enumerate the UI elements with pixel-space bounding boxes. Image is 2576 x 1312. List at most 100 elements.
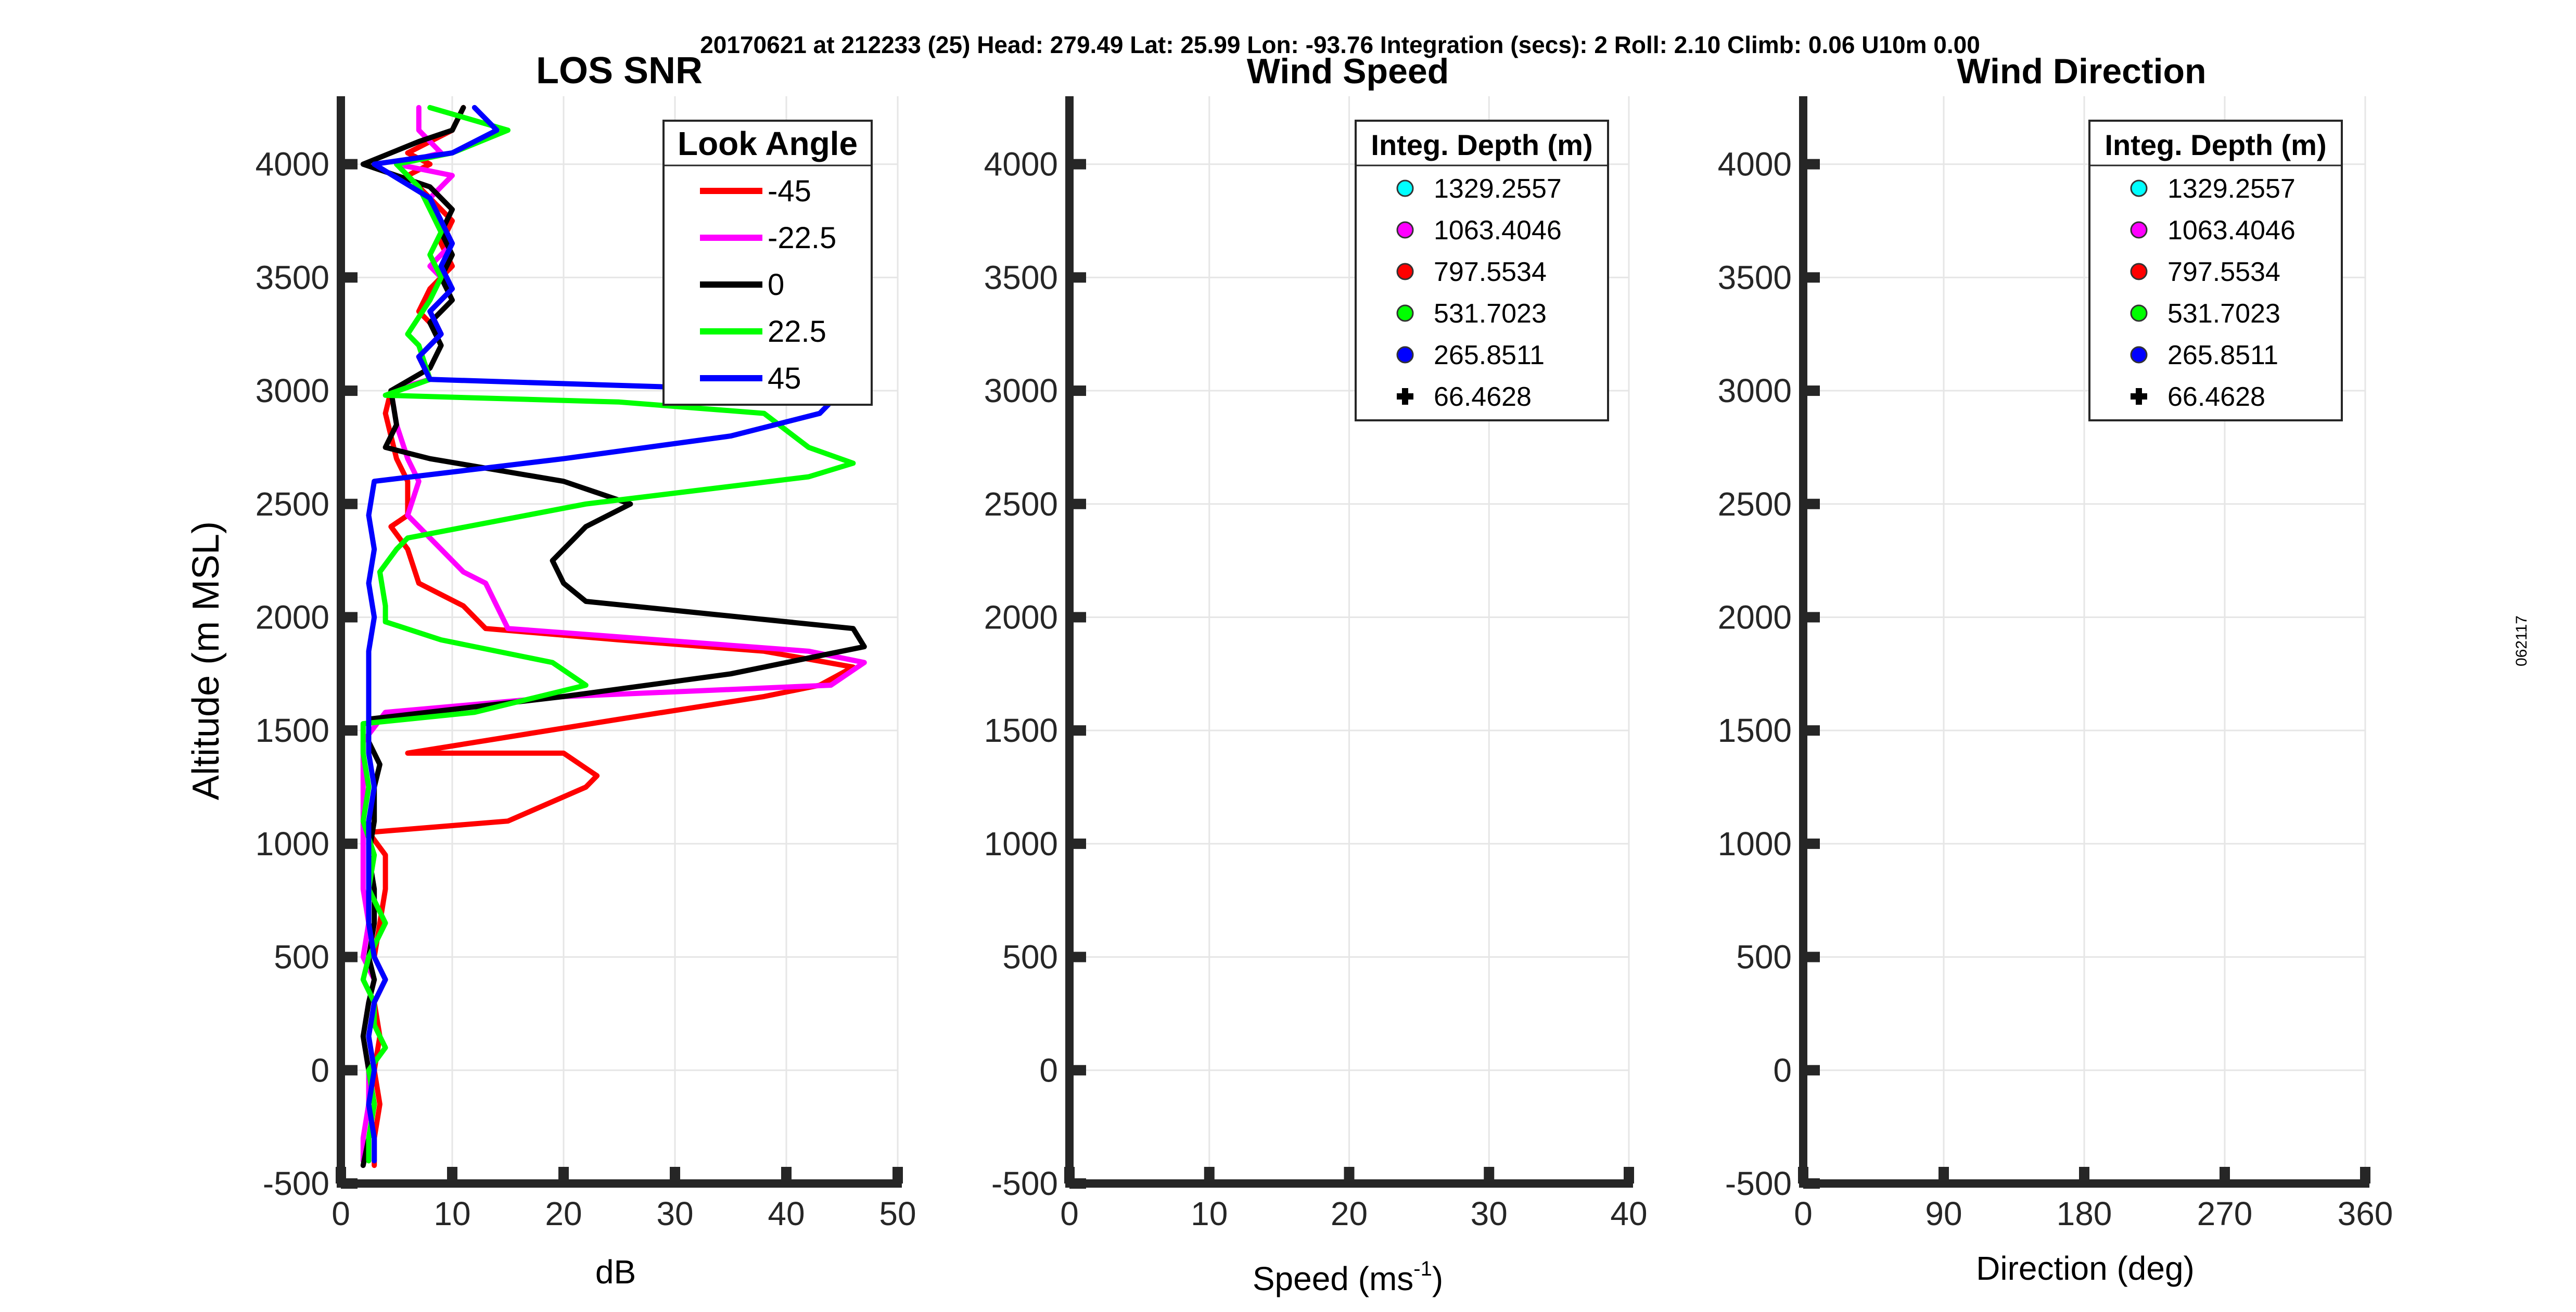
panel-wind-direction: Wind Direction 0 90 180 270 360 -50005001000… xyxy=(1718,52,2393,1287)
y-tick-mark xyxy=(341,1178,358,1189)
x-tick-label: 30 xyxy=(656,1195,693,1232)
chart-title: Wind Speed xyxy=(1247,52,1449,91)
y-tick-mark xyxy=(1069,385,1086,396)
x-tick-mark xyxy=(1484,1167,1495,1184)
y-tick-label: -500 xyxy=(1725,1165,1792,1202)
y-tick-labels: -500 0 500 1000 1500 2000 2500 3000 3500 4000 xyxy=(1718,146,1792,1202)
legend-entry-label: -22.5 xyxy=(768,221,836,255)
y-tick-mark xyxy=(341,1065,358,1076)
legend-look-angle: Look Angle -45 -22.5 0 22.5 45 xyxy=(662,120,873,406)
x-tick-mark xyxy=(1344,1167,1355,1184)
y-tick-mark xyxy=(341,498,358,509)
x-tick-mark xyxy=(892,1167,903,1184)
x-tick-label: 180 xyxy=(2057,1195,2112,1232)
legend-entry-label: 66.4628 xyxy=(1434,382,1532,412)
series-group xyxy=(360,105,867,1168)
x-tick-label: 20 xyxy=(1331,1195,1368,1232)
x-tick-label: 10 xyxy=(433,1195,470,1232)
y-tick-label: 1500 xyxy=(984,712,1058,749)
legend-entry-label: 0 xyxy=(768,268,784,302)
legend-entry-label: 45 xyxy=(768,362,801,395)
x-tick-labels: 0 10 20 30 40 xyxy=(1060,1195,1647,1232)
x-axis-label: Direction (deg) xyxy=(1976,1250,2195,1287)
y-tick-mark xyxy=(1069,612,1086,623)
y-tick-label: 2500 xyxy=(256,485,329,523)
y-tick-mark xyxy=(1069,951,1086,962)
y-tick-mark xyxy=(1069,1065,1086,1076)
y-tick-mark xyxy=(1803,838,1820,849)
y-tick-label: 1000 xyxy=(1718,825,1792,863)
legend-marker-plus xyxy=(1397,388,1413,405)
y-tick-label: 4000 xyxy=(984,146,1058,183)
panel-los-snr: LOS SNR 0 10 20 30 40 50 -5000500100015002000… xyxy=(185,50,916,1291)
y-tick-label: 4000 xyxy=(256,146,329,183)
x-tick-mark xyxy=(1624,1167,1634,1184)
legend-entry-label: 531.7023 xyxy=(2167,299,2280,329)
y-tick-mark xyxy=(341,612,358,623)
legend-entry-label: 797.5534 xyxy=(1434,257,1547,287)
y-tick-mark xyxy=(1069,1178,1086,1189)
legend-marker-circle xyxy=(2130,346,2148,364)
y-tick-label: 0 xyxy=(311,1051,329,1089)
y-tick-mark xyxy=(1803,1178,1820,1189)
y-tick-mark xyxy=(1069,272,1086,283)
legend-title: Look Angle xyxy=(678,125,858,162)
legend-entry-label: 66.4628 xyxy=(2167,382,2265,412)
y-tick-label: 2000 xyxy=(1718,598,1792,636)
legend-integ-depth: Integ. Depth (m) 1329.2557 1063.4046 797.55… xyxy=(2088,120,2343,421)
y-tick-mark xyxy=(1069,498,1086,509)
legend-entry-label: 265.8511 xyxy=(2167,340,2278,370)
y-tick-label: 1000 xyxy=(256,825,329,863)
x-tick-labels: 0 90 180 270 360 xyxy=(1794,1195,2393,1232)
y-tick-mark xyxy=(1803,272,1820,283)
legend-title: Integ. Depth (m) xyxy=(1371,128,1592,161)
legend-marker-circle xyxy=(1396,263,1414,280)
grid xyxy=(1802,96,2366,1185)
chart-title: LOS SNR xyxy=(536,50,703,92)
x-tick-mark xyxy=(2220,1167,2230,1184)
legend-marker-circle xyxy=(2130,179,2148,197)
y-tick-label: 2000 xyxy=(984,598,1058,636)
y-tick-mark xyxy=(1803,498,1820,509)
y-axis-label: Altitude (m MSL) xyxy=(185,521,227,800)
y-tick-mark xyxy=(1069,159,1086,170)
y-tick-label: 3000 xyxy=(984,372,1058,409)
y-tick-mark xyxy=(1803,612,1820,623)
x-tick-mark xyxy=(781,1167,792,1184)
y-tick-label: 0 xyxy=(1039,1051,1058,1089)
legend-integ-depth: Integ. Depth (m) 1329.2557 1063.4046 797.55… xyxy=(1355,120,1609,421)
y-tick-label: 3000 xyxy=(1718,372,1792,409)
y-tick-mark xyxy=(341,725,358,736)
axes-frame xyxy=(336,96,903,1189)
x-tick-label: 20 xyxy=(545,1195,582,1232)
y-tick-label: 1000 xyxy=(984,825,1058,863)
legend-entry-label: 265.8511 xyxy=(1434,340,1545,370)
x-axis-label-main: Speed (ms xyxy=(1253,1260,1413,1297)
legend-entry-label: 1063.4046 xyxy=(2167,215,2296,246)
legend-entry-label: 1063.4046 xyxy=(1434,215,1562,246)
x-axis-label-superscript: -1 xyxy=(1413,1257,1432,1280)
y-tick-mark xyxy=(1803,951,1820,962)
y-tick-label: 1500 xyxy=(256,712,329,749)
y-tick-label: 500 xyxy=(1002,938,1058,976)
legend-entry-label: 1329.2557 xyxy=(1434,174,1562,204)
y-tick-label: 3500 xyxy=(256,259,329,296)
y-tick-mark xyxy=(1803,385,1820,396)
series-line-22.5 xyxy=(360,105,856,1164)
y-tick-mark xyxy=(341,951,358,962)
x-tick-mark xyxy=(2079,1167,2089,1184)
legend-entry-label: -45 xyxy=(768,174,811,208)
legend-entry-label: 1329.2557 xyxy=(2167,174,2296,204)
x-tick-label: 0 xyxy=(1060,1195,1079,1232)
legend-entry-label: 797.5534 xyxy=(2167,257,2280,287)
x-tick-label: 30 xyxy=(1471,1195,1508,1232)
side-label: 062117 xyxy=(2513,615,2530,666)
x-tick-label: 40 xyxy=(1610,1195,1647,1232)
x-tick-label: 360 xyxy=(2338,1195,2393,1232)
y-tick-mark xyxy=(341,159,358,170)
y-tick-label: 0 xyxy=(1773,1051,1792,1089)
legend-marker-circle xyxy=(2130,221,2148,239)
y-tick-label: 2000 xyxy=(256,598,329,636)
x-tick-mark xyxy=(670,1167,680,1184)
